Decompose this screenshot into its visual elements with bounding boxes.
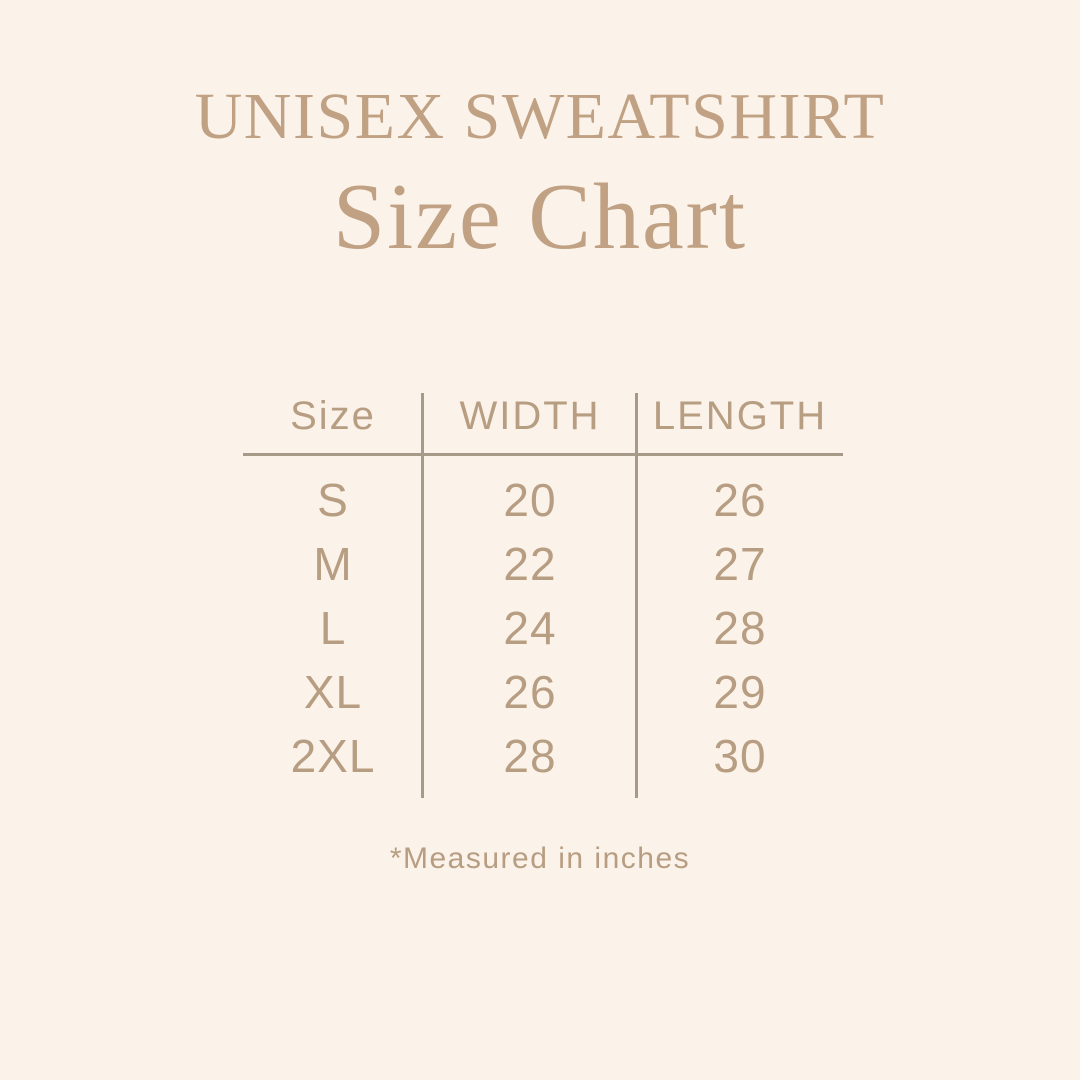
column-header-width: WIDTH	[459, 393, 601, 438]
table-header-row: Size WIDTH LENGTH	[243, 386, 843, 446]
size-table-body: S 20 26 M 22 27 L 24 28 XL 26 29 2XL 28 …	[243, 468, 843, 788]
width-cell: 24	[503, 602, 557, 654]
size-cell: 2XL	[290, 730, 376, 782]
column-divider-line-1	[421, 393, 424, 798]
length-cell: 28	[713, 602, 767, 654]
page-title: UNISEX SWEATSHIRT	[194, 80, 886, 153]
size-cell: M	[313, 538, 353, 590]
measurement-note: *Measured in inches	[389, 842, 691, 875]
column-divider-line-2	[635, 393, 638, 798]
length-cell: 30	[713, 730, 767, 782]
width-cell: 20	[503, 474, 557, 526]
width-cell: 22	[503, 538, 557, 590]
column-header-size: Size	[290, 393, 376, 438]
column-header-length: LENGTH	[652, 393, 828, 438]
width-cell: 26	[503, 666, 557, 718]
size-cell: XL	[303, 666, 363, 718]
length-cell: 29	[713, 666, 767, 718]
width-cell: 28	[503, 730, 557, 782]
header-rule-line	[243, 453, 843, 456]
page-subtitle: Size Chart	[332, 165, 748, 269]
size-cell: S	[317, 474, 349, 526]
size-cell: L	[319, 602, 347, 654]
length-cell: 26	[713, 474, 767, 526]
length-cell: 27	[713, 538, 767, 590]
